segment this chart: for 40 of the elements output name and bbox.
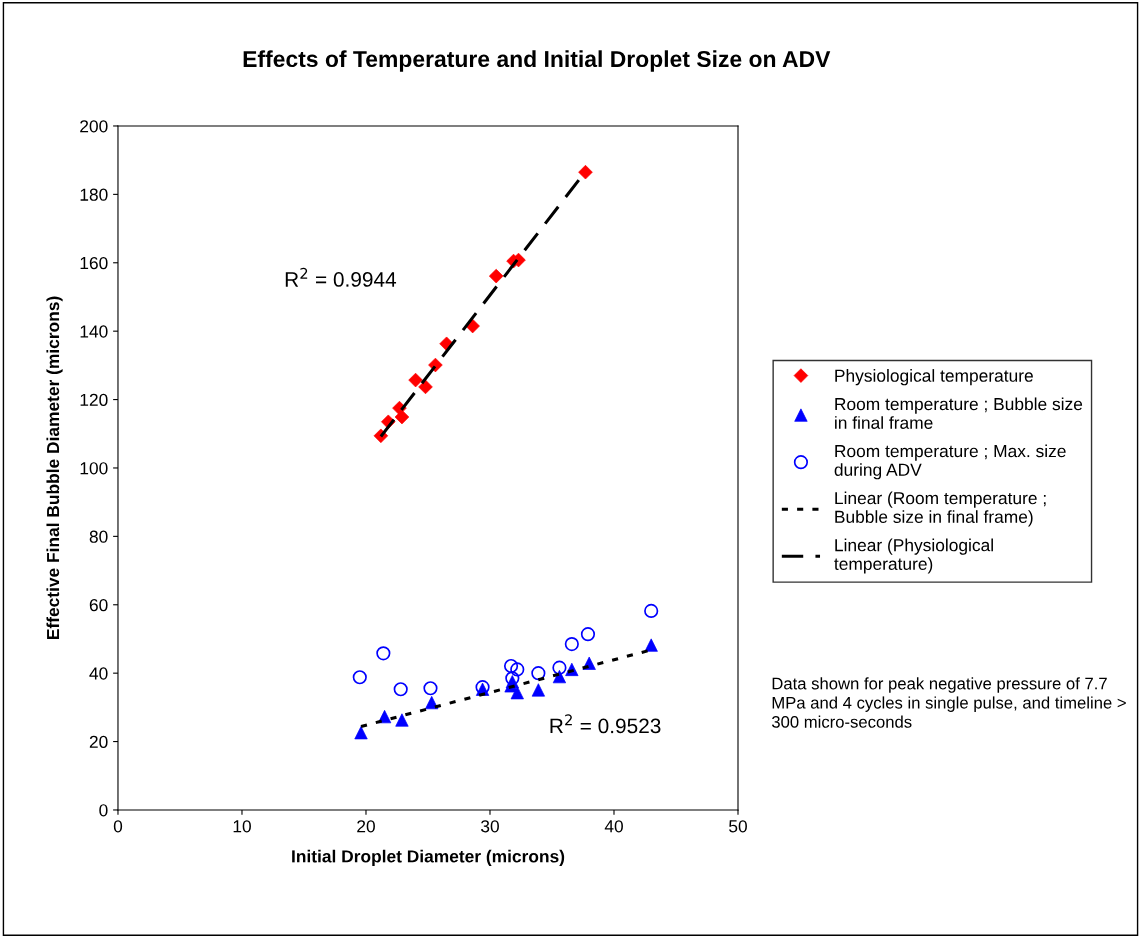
x-tick-label: 10 [233, 820, 251, 833]
point [510, 662, 525, 677]
x-axis-title: Initial Droplet Diameter (microns) [292, 849, 565, 866]
y-axis-title: Effective Final Bubble Diameter (microns) [46, 296, 63, 639]
legend-label: Physiological temperature [835, 369, 1033, 386]
y-tick-label: 40 [89, 667, 108, 680]
point [423, 681, 438, 696]
y-tick-label: 100 [80, 462, 108, 475]
y-tick-label: 160 [80, 256, 108, 270]
y-tick-label: 140 [80, 325, 108, 338]
point [352, 670, 367, 685]
y-tick-label: 80 [89, 530, 108, 543]
y-tick-label: 200 [80, 120, 108, 133]
x-tick-label: 30 [481, 820, 499, 833]
y-tick-label: 20 [89, 735, 108, 749]
legend-label: Linear (Physiological temperature) [834, 538, 993, 574]
x-tick-label: 0 [113, 820, 123, 833]
point [393, 682, 408, 697]
point [552, 660, 567, 675]
legend-label: Room temperature ; Bubble size in final frame [835, 397, 1083, 429]
point [503, 658, 519, 674]
x-tick-label: 20 [357, 820, 375, 833]
text: Data shown for peak negative pressure of 7.7 MPa and 4 cycles in single pulse, and timeline > 300 micro-seconds [771, 677, 1126, 728]
annotation: R$^{2}$ = 0.9523 [550, 714, 661, 734]
point [531, 666, 546, 681]
x-tick-label: 40 [604, 820, 623, 833]
point [505, 671, 520, 686]
x-tick-label: 50 [729, 820, 747, 833]
chart-title: Effects of Temperature and Initial Droplet Size on ADV [243, 50, 831, 72]
point [580, 627, 596, 642]
point [376, 646, 391, 661]
y-tick-label: 180 [80, 188, 108, 201]
annotation: R$^{2}$ = 0.9944 [285, 267, 397, 287]
legend-label: Linear (Room temperature ; Bubble size in final frame) [835, 491, 1046, 527]
y-tick-label: 120 [80, 393, 108, 407]
y-tick-label: 0 [99, 804, 108, 817]
y-tick-label: 60 [89, 598, 108, 612]
legend-label: Room temperature ; Max. size during ADV [834, 444, 1066, 480]
point [564, 637, 579, 652]
point [644, 603, 659, 619]
